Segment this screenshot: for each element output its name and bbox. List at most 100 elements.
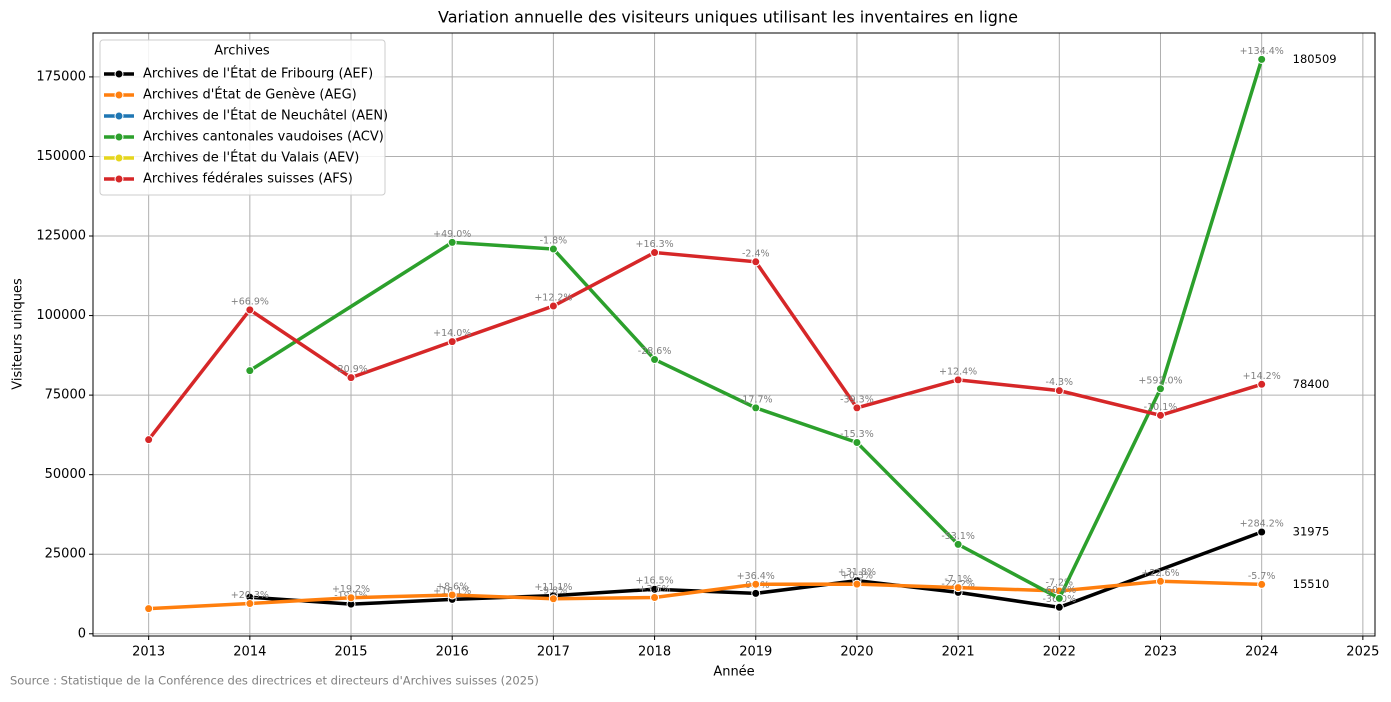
x-tick-label: 2023 [1144,645,1177,660]
legend-title: Archives [214,44,270,59]
change-label: +592.0% [1138,375,1182,386]
point [1257,527,1267,537]
point [751,403,761,413]
end-label: 15510 [1293,577,1330,591]
change-label: +36.4% [737,571,775,582]
change-label: +31.8% [838,567,876,578]
series-line [148,579,1262,611]
y-tick-label: 100000 [36,308,86,323]
x-tick-label: 2015 [334,645,367,660]
point [548,301,558,311]
end-label: 180509 [1293,52,1337,66]
point [953,583,963,593]
point [650,592,660,602]
x-tick-label: 2017 [537,645,570,660]
change-label: +0.3% [841,571,873,582]
y-axis-label: Visiteurs uniques [11,278,26,390]
point [447,237,457,247]
y-tick-label: 125000 [36,229,86,244]
change-label: +22.6% [1141,568,1179,579]
point [447,337,457,347]
legend-marker [114,174,124,184]
point [1054,593,1064,603]
change-label: +8.6% [436,581,468,592]
change-label: -1.8% [540,236,568,247]
series-line [248,58,1264,601]
point [650,354,660,364]
change-label: -7.1% [944,574,972,585]
change-label: +14.0% [433,328,471,339]
change-label: +3.6% [639,584,671,595]
change-label: +14.2% [1243,371,1281,382]
point [144,435,154,445]
legend-label: Archives fédérales suisses (AFS) [143,172,353,187]
point [852,403,862,413]
point [144,604,154,614]
y-tick-label: 75000 [45,388,86,403]
change-label: -4.3% [1046,377,1074,388]
change-label: -5.7% [1248,571,1276,582]
point [1257,379,1267,389]
point [751,257,761,267]
change-label: +20.3% [231,590,269,601]
x-axis-label: Année [713,665,754,680]
change-label: -7.2% [1046,577,1074,588]
point [751,579,761,589]
change-label: -9.8% [540,585,568,596]
legend-marker [114,153,124,163]
point [1155,410,1165,420]
point [751,588,761,598]
change-label: -53.1% [941,531,975,542]
x-tick-label: 2021 [942,645,975,660]
point [1155,576,1165,586]
y-tick-label: 175000 [36,69,86,84]
legend-marker [114,111,124,121]
chart-title: Variation annuelle des visiteurs uniques… [438,8,1018,27]
y-tick-label: 0 [78,626,86,641]
x-tick-label: 2013 [132,645,165,660]
x-tick-label: 2019 [739,645,772,660]
legend-marker [114,90,124,100]
point [548,594,558,604]
y-tick-label: 50000 [45,467,86,482]
legend-label: Archives d'État de Genève (AEG) [143,87,357,103]
change-label: -20.9% [334,364,368,375]
legend-label: Archives de l'État de Neuchâtel (AEN) [143,108,388,124]
series-line [147,250,1263,441]
point [852,438,862,448]
x-tick-label: 2025 [1346,645,1379,660]
change-label: +66.9% [231,296,269,307]
x-tick-label: 2018 [638,645,671,660]
point [346,593,356,603]
change-label: -39.3% [840,394,874,405]
change-label: +12.4% [939,366,977,377]
x-tick-label: 2022 [1043,645,1076,660]
legend-marker [114,69,124,79]
point [1054,602,1064,612]
point [1155,384,1165,394]
legend-label: Archives de l'État de Fribourg (AEF) [143,66,373,82]
legend-label: Archives de l'État du Valais (AEV) [143,150,359,166]
x-tick-label: 2024 [1245,645,1278,660]
y-tick-label: 25000 [45,547,86,562]
legend-marker [114,132,124,142]
point [953,375,963,385]
end-label: 78400 [1293,377,1330,391]
change-label: +16.3% [636,239,674,250]
change-label: +134.4% [1240,46,1284,57]
point [447,590,457,600]
x-tick-label: 2014 [233,645,266,660]
legend-label: Archives cantonales vaudoises (ACV) [143,130,384,145]
point [245,305,255,315]
point [245,599,255,609]
change-label: -17.7% [739,394,773,405]
change-label: -2.4% [742,248,770,259]
point [852,579,862,589]
change-label: -15.3% [840,429,874,440]
change-label: +12.2% [534,293,572,304]
point [953,539,963,549]
source: Source : Statistique de la Conférence de… [10,674,539,688]
y-tick-label: 150000 [36,149,86,164]
end-label: 31975 [1293,525,1330,539]
